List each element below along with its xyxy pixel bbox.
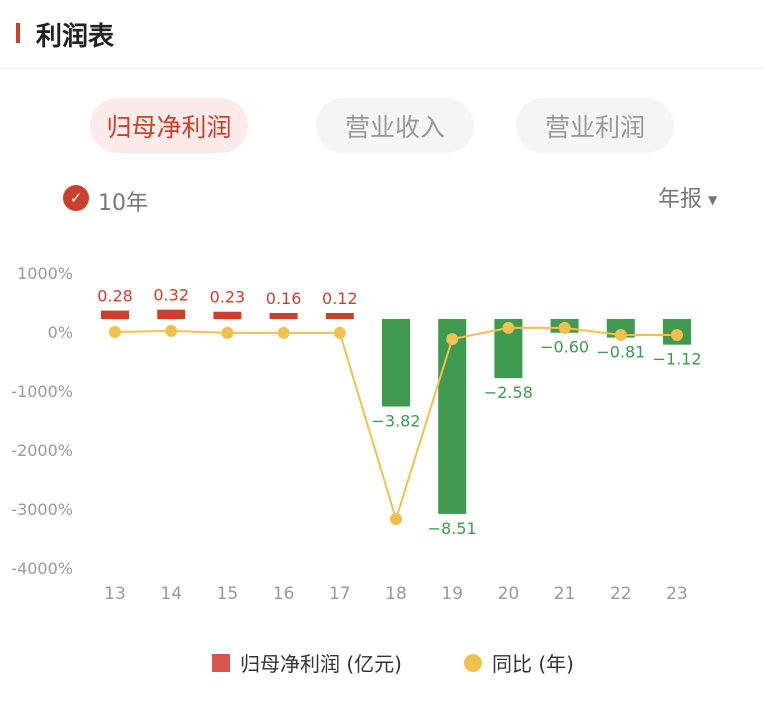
y-tick-label: -3000% <box>11 500 73 519</box>
chart: 1000% 0% -1000% -2000% -3000% -4000% 13 14 15 16 1… <box>11 264 701 604</box>
x-tick-label: 23 <box>666 584 688 604</box>
title-accent-bar <box>16 23 20 43</box>
legend-line-label: 同比 (年) <box>492 652 574 676</box>
x-tick-label: 19 <box>441 584 463 604</box>
legend-bar-swatch <box>212 653 230 672</box>
yoy-point <box>502 321 515 334</box>
yoy-point <box>614 328 627 341</box>
bar <box>606 319 635 338</box>
bar <box>269 313 298 319</box>
legend-line-swatch <box>464 653 482 672</box>
data-label: −2.58 <box>484 383 533 402</box>
caret-down-icon: ▼ <box>708 193 718 207</box>
y-tick-label: 1000% <box>17 264 73 283</box>
data-label: 0.32 <box>153 286 189 305</box>
yoy-point <box>671 328 683 341</box>
y-tick-label: -1000% <box>11 382 73 401</box>
y-tick-label: -2000% <box>11 441 73 460</box>
page-title: 利润表 <box>36 22 115 52</box>
tab-operating-profit[interactable]: 营业利润 <box>516 98 674 153</box>
tab-net-profit[interactable]: 归母净利润 <box>90 98 248 153</box>
legend-line[interactable]: 同比 (年) <box>464 648 574 677</box>
data-label: −3.82 <box>371 411 420 430</box>
x-tick-label: 22 <box>610 584 632 604</box>
years-label: 10年 <box>98 191 148 216</box>
bar <box>382 319 410 407</box>
yoy-point <box>446 333 459 346</box>
data-label: 0.28 <box>97 287 133 306</box>
tab-revenue[interactable]: 营业收入 <box>316 98 474 153</box>
data-label: −8.51 <box>428 519 477 538</box>
yoy-point <box>165 324 178 337</box>
checkbox-checked-icon[interactable]: ✓ <box>63 185 89 211</box>
yoy-point <box>277 326 290 339</box>
period-label: 年报 <box>658 187 703 212</box>
y-tick-label: 0% <box>48 323 73 342</box>
bar <box>157 309 186 319</box>
legend-bar-label: 归母净利润 (亿元) <box>240 652 402 676</box>
period-dropdown[interactable]: 年报 ▼ <box>658 181 717 213</box>
yoy-point <box>558 321 571 334</box>
yoy-point <box>333 326 346 339</box>
data-label: −1.12 <box>652 350 701 369</box>
bar <box>438 319 467 514</box>
y-tick-label: -4000% <box>11 559 73 578</box>
yoy-point <box>390 513 402 526</box>
x-tick-label: 20 <box>498 584 520 604</box>
data-label: 0.12 <box>322 289 358 308</box>
x-tick-label: 17 <box>329 584 351 604</box>
yoy-point <box>109 326 121 338</box>
bar <box>213 311 242 319</box>
data-label: −0.60 <box>540 338 589 357</box>
x-tick-label: 21 <box>554 584 576 604</box>
x-tick-label: 15 <box>217 584 239 604</box>
data-label: 0.23 <box>210 288 246 307</box>
header: 利润表 <box>0 0 764 69</box>
data-label: 0.16 <box>266 289 302 308</box>
yoy-point <box>221 326 234 339</box>
x-tick-label: 18 <box>385 584 407 604</box>
x-tick-label: 13 <box>104 584 126 604</box>
bar <box>101 310 129 319</box>
bar <box>325 313 354 319</box>
legend-bar[interactable]: 归母净利润 (亿元) <box>212 648 402 677</box>
x-tick-label: 16 <box>273 584 295 604</box>
data-label: −0.81 <box>596 343 645 362</box>
x-tick-label: 14 <box>160 584 182 604</box>
